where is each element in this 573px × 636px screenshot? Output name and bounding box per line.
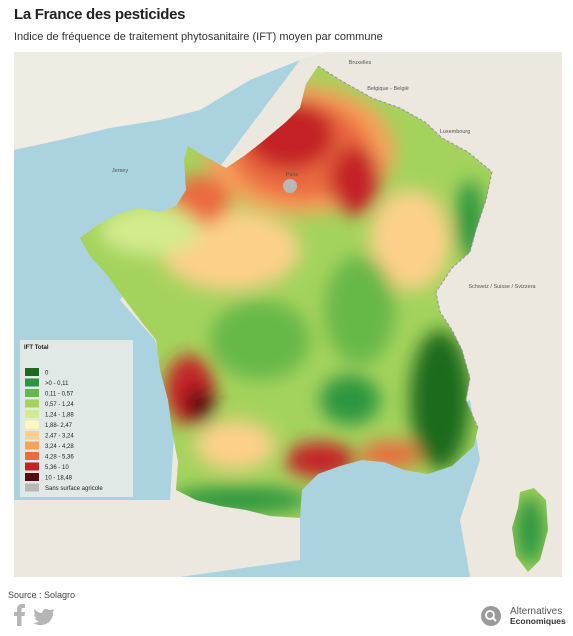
legend-swatch xyxy=(25,462,39,471)
legend-label: Sans surface agricole xyxy=(45,486,103,492)
place-label: Paris xyxy=(286,172,299,178)
border xyxy=(317,65,493,429)
legend-swatch xyxy=(25,452,39,460)
legend-label: >0 - 0,11 xyxy=(45,381,69,387)
legend-label: 0,11 - 0,57 xyxy=(45,392,74,398)
twitter-icon[interactable] xyxy=(33,608,54,626)
legend-label: 0,57 - 1,24 xyxy=(45,402,74,408)
legend-swatch xyxy=(25,483,39,492)
brand-logo[interactable]: Alternatives Economiques xyxy=(481,606,566,626)
place-label: Jersey xyxy=(112,168,128,174)
legend-swatch xyxy=(25,399,39,408)
legend-label: 2,47 - 3,24 xyxy=(45,434,74,440)
place-label: Belgique - België xyxy=(367,86,409,92)
place-label: Luxembourg xyxy=(440,129,471,135)
legend-box xyxy=(20,340,133,497)
brand-line2: Economiques xyxy=(510,616,566,626)
legend-swatch xyxy=(25,368,39,376)
legend-label: 3,24 - 4,28 xyxy=(45,444,74,450)
place-label: Bruxelles xyxy=(349,60,372,66)
legend-swatch xyxy=(25,473,39,481)
legend-swatch xyxy=(25,431,39,439)
place-label: Schweiz / Suisse / Svizzera xyxy=(468,284,536,290)
legend-label: 5,36 - 10 xyxy=(45,465,69,471)
source: Source : Solagro xyxy=(8,590,76,600)
legend: IFT Total 0 >0 - 0,11 0,11 - 0,57 0,57 - 1,… xyxy=(20,340,133,497)
legend-swatch xyxy=(25,441,39,450)
legend-label: 4,28 - 5,36 xyxy=(45,455,74,461)
legend-swatch xyxy=(25,378,39,387)
brand-line1: Alternatives xyxy=(510,606,562,617)
facebook-icon[interactable] xyxy=(14,604,25,626)
legend-label: 1,88- 2,47 xyxy=(45,423,73,429)
legend-title: IFT Total xyxy=(24,345,49,351)
legend-swatch xyxy=(25,420,39,429)
legend-label: 1,24 - 1,88 xyxy=(45,413,74,419)
title: La France des pesticides xyxy=(14,6,186,23)
england xyxy=(14,52,330,150)
legend-swatch xyxy=(25,389,39,397)
legend-label: 10 - 18,48 xyxy=(45,476,73,482)
subtitle: Indice de fréquence de traitement phytos… xyxy=(14,31,383,43)
legend-swatch xyxy=(25,410,39,418)
legend-label: 0 xyxy=(45,371,49,377)
